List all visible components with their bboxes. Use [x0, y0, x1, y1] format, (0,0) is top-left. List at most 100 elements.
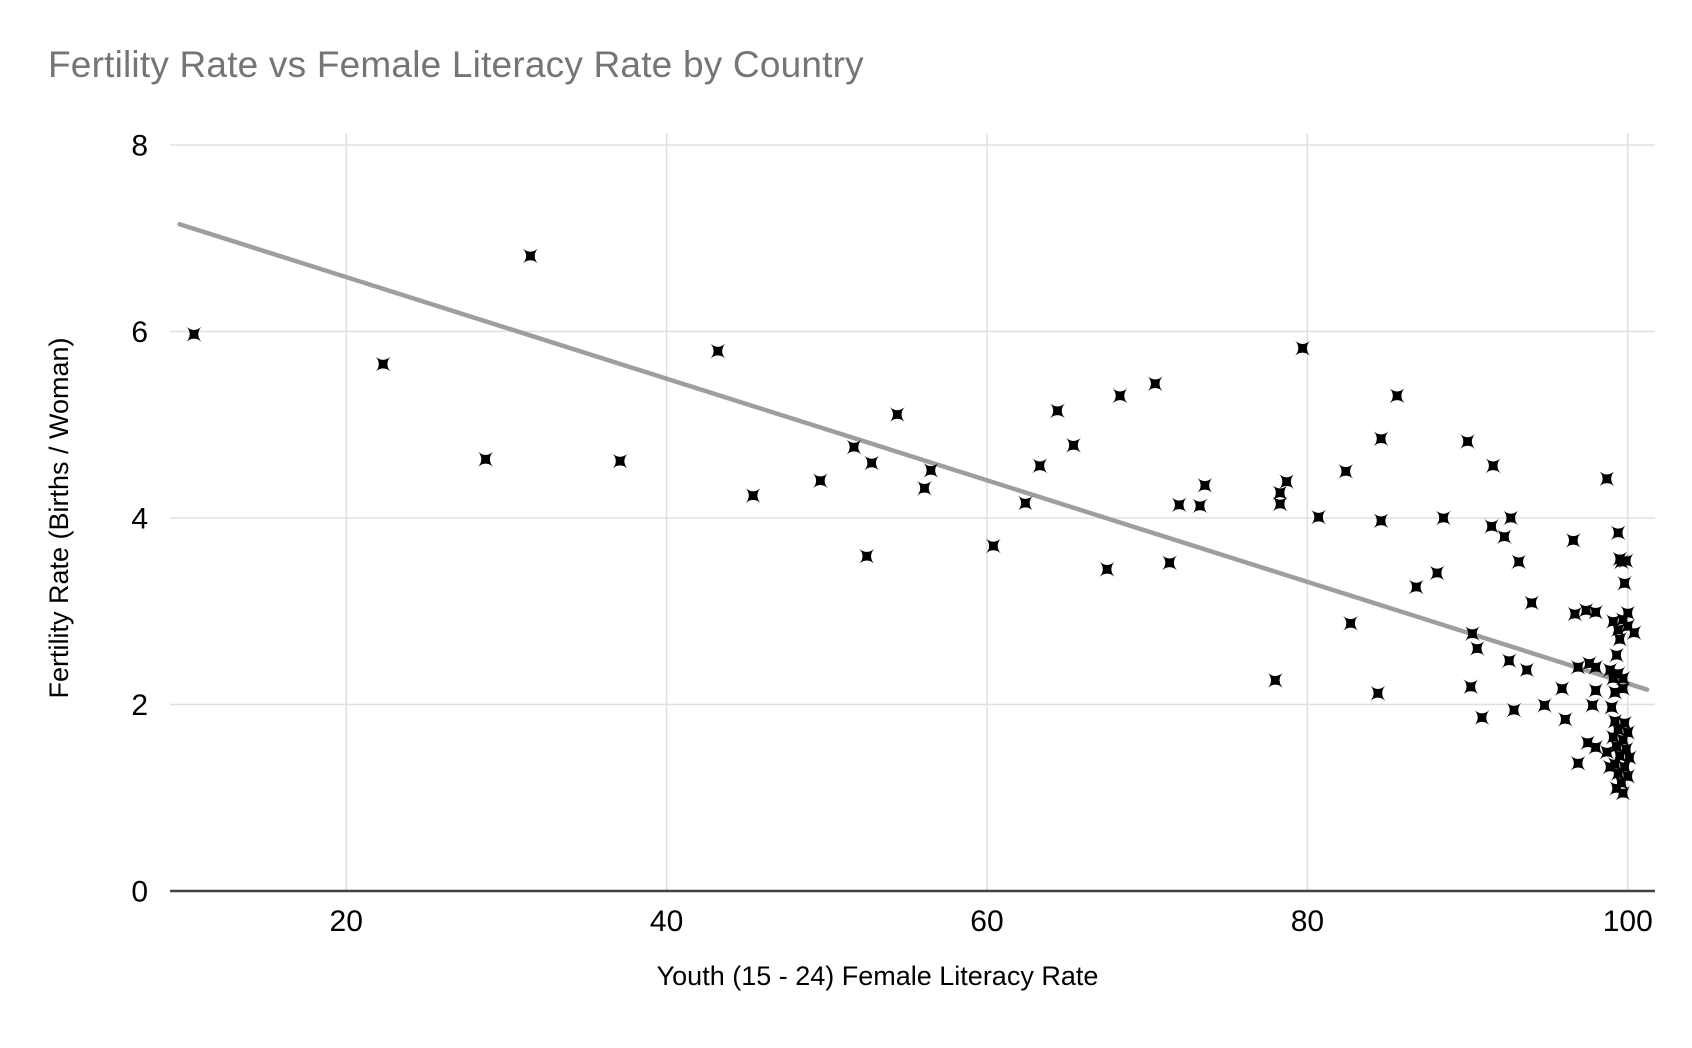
- data-point-marker: [1588, 739, 1604, 755]
- data-point-marker: [1557, 711, 1573, 727]
- data-point-marker: [1436, 510, 1451, 526]
- data-point-marker: [889, 407, 905, 422]
- trend-line: [177, 222, 1650, 692]
- y-tick-label: 6: [131, 316, 148, 349]
- data-point-marker: [1615, 785, 1631, 801]
- x-tick-label: 60: [970, 905, 1003, 938]
- data-point-marker: [923, 462, 939, 478]
- data-point-marker: [1463, 679, 1479, 695]
- data-point-marker: [1604, 699, 1620, 715]
- data-point-marker: [1338, 463, 1354, 479]
- x-tick-label: 100: [1603, 905, 1653, 938]
- y-axis-title: Fertility Rate (Births / Woman): [44, 337, 74, 698]
- data-point-marker: [1050, 403, 1065, 419]
- y-tick-label: 0: [131, 876, 148, 909]
- data-point-marker: [1618, 553, 1634, 569]
- data-point-marker: [1484, 518, 1500, 534]
- data-point-marker: [1599, 471, 1615, 487]
- data-point-marker: [478, 451, 494, 467]
- data-point-marker: [1197, 477, 1213, 493]
- data-point-marker: [522, 248, 538, 264]
- data-point-marker: [1585, 697, 1600, 713]
- data-point-marker: [1147, 376, 1163, 392]
- data-point-marker: [1524, 595, 1540, 611]
- data-point-marker: [1626, 625, 1642, 641]
- data-point-marker: [1279, 474, 1295, 490]
- data-point-marker: [1610, 525, 1626, 541]
- data-point-marker: [1588, 683, 1604, 698]
- data-point-marker: [745, 488, 761, 504]
- data-point-marker: [1610, 766, 1626, 781]
- data-point-marker: [1429, 565, 1445, 581]
- data-point-marker: [1373, 431, 1389, 447]
- data-point-marker: [1066, 437, 1081, 453]
- data-point-marker: [1620, 605, 1636, 621]
- data-point-marker: [1567, 606, 1583, 622]
- data-point-marker: [1032, 458, 1048, 474]
- data-point-marker: [1343, 615, 1359, 631]
- data-point-marker: [1609, 647, 1625, 663]
- data-point-marker: [1565, 532, 1581, 548]
- data-point-marker: [1554, 681, 1570, 697]
- data-point-marker: [1389, 388, 1405, 404]
- data-point-marker: [1192, 498, 1208, 514]
- data-point-marker: [1506, 702, 1522, 718]
- data-point-marker: [917, 480, 932, 496]
- data-point-marker: [1609, 739, 1625, 754]
- data-point-marker: [1599, 744, 1615, 760]
- data-point-marker: [1621, 750, 1637, 766]
- data-point-marker: [1272, 485, 1288, 501]
- data-point-marker: [1570, 755, 1586, 771]
- data-point-marker: [812, 473, 828, 489]
- data-point-marker: [1612, 631, 1628, 647]
- data-point-marker: [1099, 561, 1115, 577]
- y-tick-label: 4: [131, 503, 148, 536]
- data-point-marker: [1588, 659, 1604, 675]
- data-point-marker: [1373, 513, 1389, 529]
- data-point-marker: [1503, 510, 1519, 526]
- data-point-marker: [1017, 495, 1033, 511]
- data-point-marker: [186, 326, 202, 342]
- data-point-marker: [1615, 681, 1631, 697]
- data-point-marker: [375, 356, 391, 372]
- x-tick-label: 20: [330, 905, 363, 938]
- data-point-marker: [859, 548, 875, 564]
- x-axis-title: Youth (15 - 24) Female Literacy Rate: [657, 961, 1099, 991]
- data-point-marker: [1162, 555, 1178, 571]
- y-tick-label: 2: [131, 689, 148, 722]
- data-point-marker: [1501, 653, 1517, 669]
- data-point-marker: [1605, 729, 1621, 745]
- data-point-marker: [1311, 509, 1327, 525]
- data-point-marker: [1519, 662, 1535, 678]
- data-point-marker: [846, 439, 862, 455]
- data-point-marker: [1588, 604, 1604, 620]
- y-tick-label: 8: [131, 130, 148, 163]
- data-point-marker: [1496, 529, 1512, 545]
- data-point-marker: [1469, 641, 1485, 656]
- data-point-marker: [1537, 697, 1552, 713]
- data-point-marker: [710, 343, 726, 359]
- data-point-marker: [1408, 579, 1424, 595]
- data-point-marker: [985, 538, 1001, 554]
- data-point-marker: [612, 453, 628, 469]
- data-point-marker: [864, 455, 880, 471]
- data-point-marker: [1615, 670, 1631, 686]
- x-tick-label: 80: [1291, 905, 1324, 938]
- data-point-marker: [1370, 685, 1386, 701]
- data-point-marker: [1607, 756, 1623, 772]
- data-point-marker: [1171, 497, 1187, 513]
- data-point-marker: [1602, 662, 1618, 678]
- data-point-marker: [1267, 672, 1283, 688]
- x-tick-label: 40: [650, 905, 683, 938]
- data-point-marker: [1464, 626, 1480, 642]
- data-point-marker: [1474, 710, 1490, 726]
- data-point-marker: [1272, 496, 1288, 512]
- data-point-marker: [1112, 388, 1128, 404]
- data-point-marker: [1460, 434, 1476, 449]
- data-point-marker: [1295, 340, 1311, 356]
- data-point-marker: [1617, 575, 1633, 591]
- data-point-marker: [1511, 554, 1527, 570]
- chart-title: Fertility Rate vs Female Literacy Rate b…: [48, 44, 864, 85]
